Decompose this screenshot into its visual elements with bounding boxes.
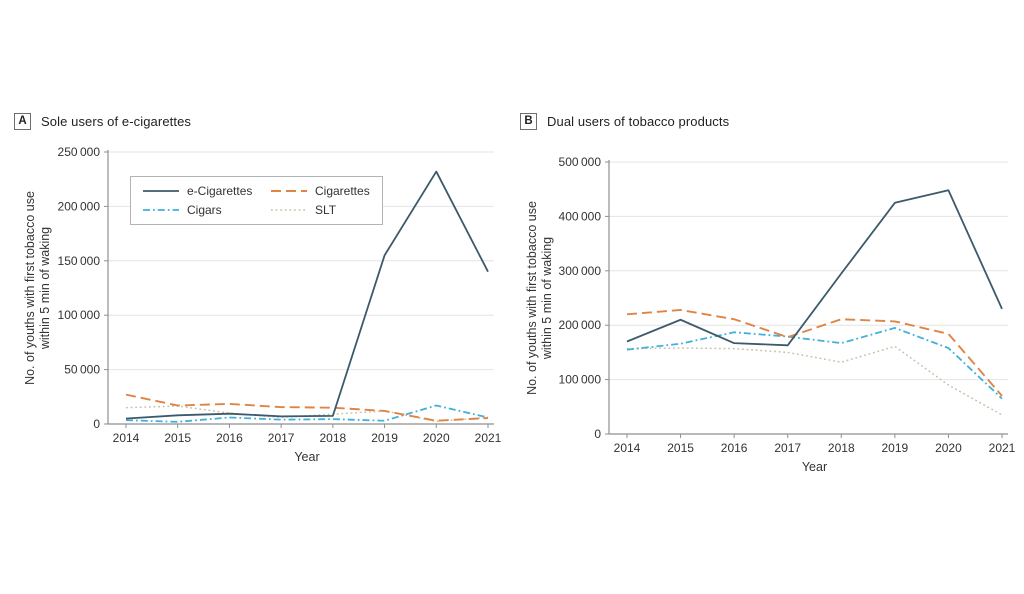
panel-a: A Sole users of e-cigarettes 0 50 000 100 … (8, 110, 514, 510)
panel-b-badge: B (520, 112, 537, 130)
legend-item-cigars: Cigars (143, 203, 265, 217)
series-line-cigars (125, 404, 489, 423)
y-tick-label: 300 000 (559, 264, 602, 278)
y-tick-label: 100 000 (58, 308, 101, 322)
x-tick-label: 2014 (614, 441, 641, 455)
y-tick-label: 0 (594, 427, 601, 441)
x-tick-label: 2019 (882, 441, 909, 455)
y-tick-label: 500 000 (559, 155, 602, 169)
y-axis-title: No. of youths with first tobacco usewith… (23, 191, 52, 385)
legend-line-swatch (271, 209, 307, 211)
series-line-cigars (626, 327, 1003, 400)
panel-b-chart-area: 0 100 000 200 000 300 000 400 000 500 000 2014… (514, 138, 1020, 488)
panel-b-title-text: Dual users of tobacco products (547, 113, 730, 129)
legend-item-e-cigarettes: e-Cigarettes (143, 184, 265, 198)
panel-b-line-chart: 0 100 000 200 000 300 000 400 000 500 000 2014… (525, 155, 1016, 474)
legend-label: e-Cigarettes (187, 184, 253, 198)
series-line-slt (125, 405, 489, 423)
x-tick-label: 2019 (371, 431, 398, 445)
panel-a-title: A Sole users of e-cigarettes (14, 110, 514, 132)
y-tick-label: 50 000 (64, 363, 100, 377)
panel-a-line-chart: 0 50 000 100 000 150 000 200 000 250 000 2014 2… (23, 145, 502, 464)
y-tick-label: 200 000 (559, 318, 602, 332)
x-tick-label: 2017 (774, 441, 801, 455)
x-tick-label: 2015 (667, 441, 694, 455)
x-tick-label: 2021 (989, 441, 1016, 455)
chart-legend: e-Cigarettes Cigarettes Cigars SLT (130, 176, 383, 225)
panel-b: B Dual users of tobacco products 0 100 00… (514, 110, 1020, 510)
y-tick-label: 100 000 (559, 373, 602, 387)
x-tick-label: 2021 (475, 431, 502, 445)
series-line-e-cigarettes (125, 170, 489, 420)
x-axis-title: Year (294, 450, 319, 464)
series-line-e-cigarettes (626, 189, 1003, 347)
x-tick-label: 2014 (113, 431, 140, 445)
x-tick-label: 2015 (164, 431, 191, 445)
legend-label: Cigarettes (315, 184, 370, 198)
series-line-slt (626, 345, 1003, 416)
y-axis-title: No. of youths with first tobacco usewith… (525, 201, 554, 395)
legend-line-swatch (271, 190, 307, 192)
x-tick-label: 2020 (935, 441, 962, 455)
panel-a-title-text: Sole users of e-cigarettes (41, 113, 192, 129)
x-tick-label: 2018 (320, 431, 347, 445)
y-tick-label: 250 000 (58, 145, 101, 159)
legend-line-swatch (143, 190, 179, 192)
y-tick-label: 400 000 (559, 209, 602, 223)
legend-label: SLT (315, 203, 337, 217)
legend-item-slt: SLT (271, 203, 370, 217)
y-tick-label: 150 000 (58, 254, 101, 268)
panel-a-chart-area: 0 50 000 100 000 150 000 200 000 250 000 2014 2… (8, 138, 514, 488)
x-tick-label: 2017 (268, 431, 295, 445)
series-line-cigarettes (125, 393, 489, 422)
legend-item-cigarettes: Cigarettes (271, 184, 370, 198)
legend-label: Cigars (187, 203, 222, 217)
x-tick-label: 2016 (721, 441, 748, 455)
x-tick-label: 2020 (423, 431, 450, 445)
legend-line-swatch (143, 209, 179, 211)
panel-b-title: B Dual users of tobacco products (520, 110, 1020, 132)
panel-a-badge: A (14, 112, 31, 130)
x-tick-label: 2016 (216, 431, 243, 445)
x-tick-label: 2018 (828, 441, 855, 455)
y-tick-label: 0 (93, 417, 100, 431)
y-tick-label: 200 000 (58, 199, 101, 213)
x-axis-title: Year (802, 460, 827, 474)
series-line-cigarettes (626, 309, 1003, 397)
